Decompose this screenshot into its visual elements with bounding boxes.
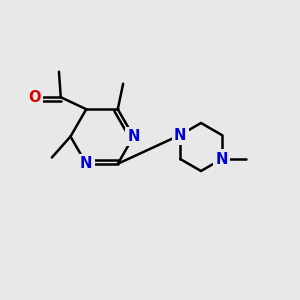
Text: N: N: [216, 152, 228, 166]
Text: O: O: [28, 90, 40, 105]
Text: N: N: [174, 128, 186, 142]
Text: N: N: [127, 129, 140, 144]
Text: N: N: [80, 156, 92, 171]
